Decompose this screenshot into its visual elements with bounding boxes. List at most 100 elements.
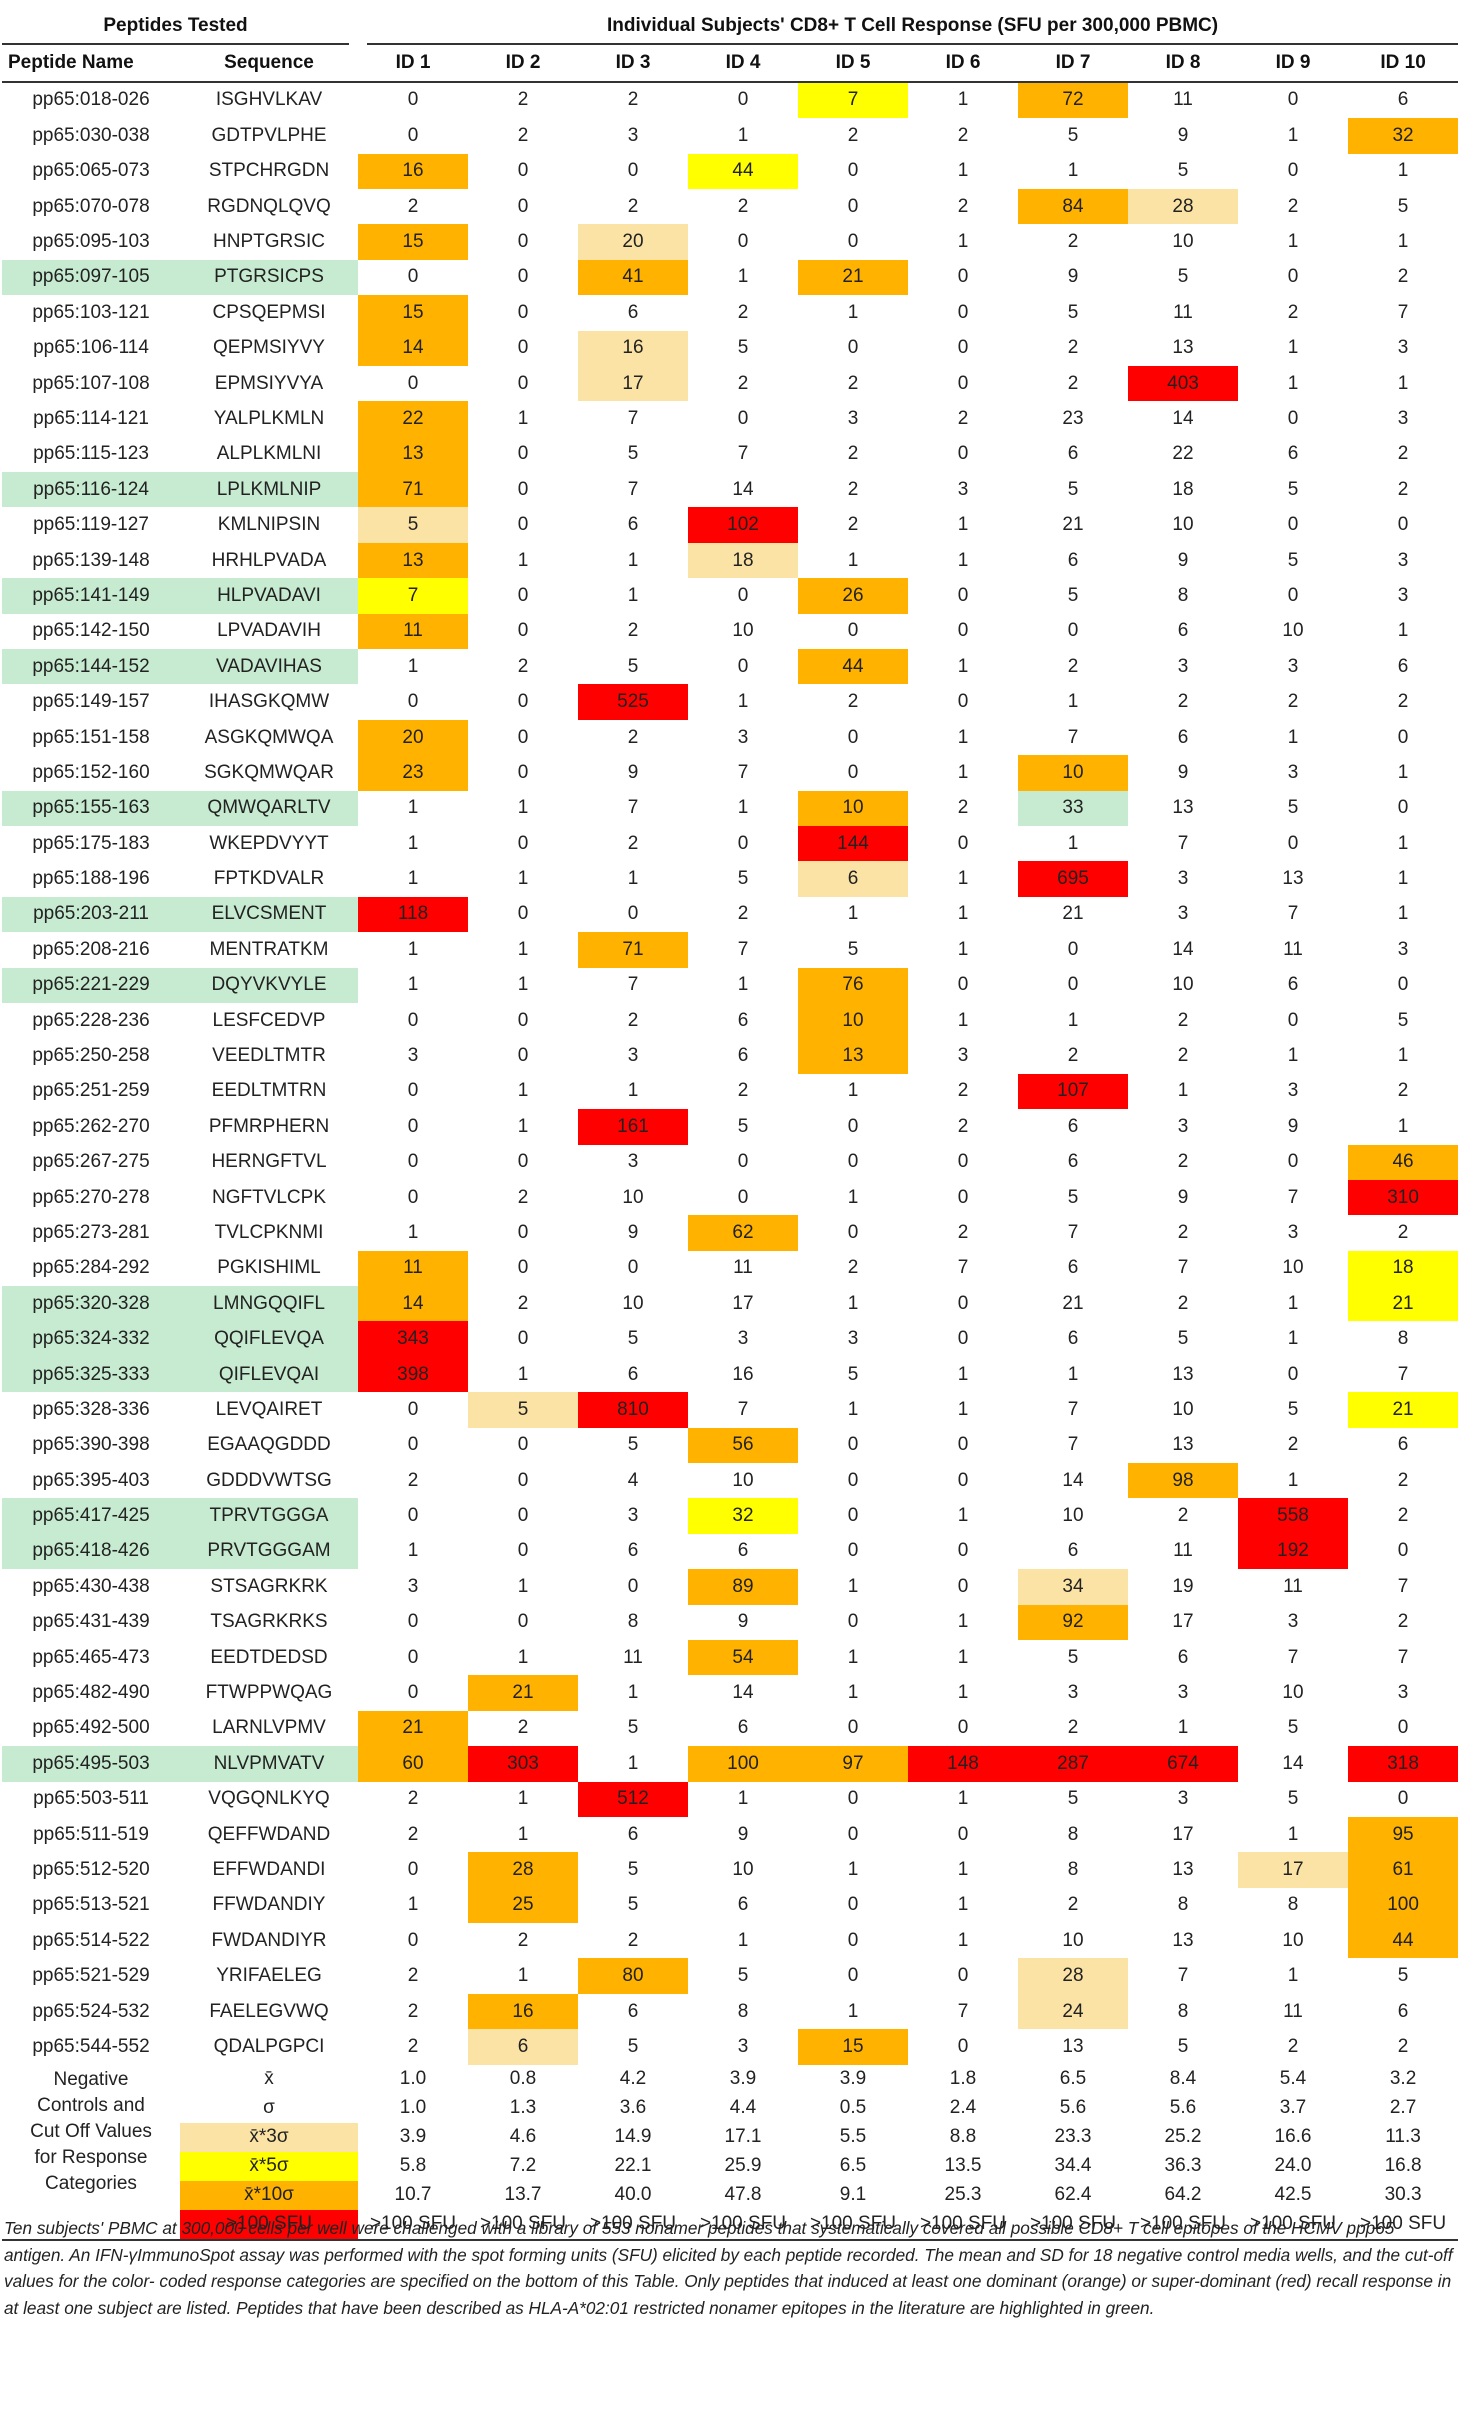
- response-cell: 6: [1177, 726, 1189, 748]
- column-header-peptide-name: Peptide Name: [2, 44, 180, 83]
- response-cell: 7: [627, 478, 639, 500]
- response-cell: 11: [358, 613, 468, 650]
- cutoff-value: 3.9: [839, 2068, 867, 2090]
- response-cell: 1: [1397, 903, 1409, 925]
- table-row: pp65:495-503 NLVPMVATV 60 303 1 100 97 148 287 67…: [2, 1746, 1459, 1782]
- response-cell: 1: [1397, 231, 1409, 253]
- peptide-sequence: RGDNQLQVQ: [207, 195, 331, 217]
- peptide-name: pp65:430-438: [32, 1575, 150, 1597]
- controls-label-line: Negative: [53, 2068, 129, 2090]
- response-cell: 1: [1287, 1292, 1299, 1314]
- table-row: pp65:328-336 LEVQAIRET 0 5 810 7 1 1 7 10 5 21: [2, 1392, 1459, 1428]
- response-cell: 7: [1177, 1965, 1189, 1987]
- response-cell: 7: [1177, 832, 1189, 854]
- response-cell: 0: [517, 832, 529, 854]
- response-cell: 0: [1287, 1151, 1299, 1173]
- response-cell: 0: [847, 761, 859, 783]
- response-cell: 8: [1177, 2000, 1189, 2022]
- response-cell: 2: [1397, 691, 1409, 713]
- response-cell: 5: [627, 655, 639, 677]
- response-cell: 1: [1287, 1965, 1299, 1987]
- cutoff-value: 9.1: [839, 2184, 867, 2206]
- response-cell: 2: [1397, 2035, 1409, 2057]
- cutoff-value: 5.6: [1059, 2097, 1087, 2119]
- response-cell: 11: [1173, 89, 1193, 111]
- response-cell: 13: [1172, 797, 1194, 819]
- response-cell: 1: [957, 1859, 969, 1880]
- response-cell: 22: [358, 401, 468, 437]
- table-row: pp65:544-552 QDALPGPCI 2 6 5 3 15 0 13 5 2 2: [2, 2029, 1458, 2065]
- response-cell: 0: [957, 1434, 969, 1456]
- peptide-name: pp65:203-211: [2, 896, 180, 933]
- response-cell: 1: [1397, 832, 1409, 854]
- response-cell: 1: [517, 1823, 529, 1845]
- response-cell: 1: [407, 1540, 419, 1562]
- response-cell: 6: [627, 1823, 639, 1845]
- cutoff-value: 13.5: [944, 2155, 982, 2177]
- response-cell: 0: [957, 1186, 969, 1208]
- response-cell: 2: [957, 195, 969, 217]
- peptide-sequence: LPVADAVIH: [217, 620, 321, 642]
- group-header-peptides: Peptides Tested: [2, 8, 358, 46]
- cutoff-value: 4.4: [729, 2097, 757, 2119]
- response-cell: 2: [1397, 1080, 1409, 1102]
- peptide-sequence: EGAAQGDDD: [207, 1434, 331, 1456]
- response-cell: 71: [358, 472, 468, 508]
- peptide-name: pp65:139-148: [32, 549, 150, 571]
- response-cell: 5: [1067, 124, 1079, 146]
- response-cell: 8: [1067, 1859, 1079, 1880]
- response-cell: 1: [407, 938, 419, 960]
- table-row: pp65:492-500 LARNLVPMV 21 2 5 6 0 0 2 1 5 0: [2, 1710, 1458, 1747]
- response-cell: 10: [732, 1859, 754, 1880]
- response-cell: 7: [627, 407, 639, 429]
- cutoff-value: 6.5: [839, 2155, 867, 2177]
- peptide-sequence: QMWQARLTV: [180, 790, 358, 826]
- response-cell: 6: [1397, 2000, 1409, 2022]
- response-cell: 107: [1018, 1073, 1128, 1110]
- response-cell: 60: [358, 1746, 468, 1782]
- response-cell: 1: [957, 1363, 969, 1385]
- peptide-sequence: VADAVIHAS: [180, 649, 358, 685]
- response-cell: 84: [1018, 188, 1128, 225]
- response-cell: 0: [517, 1505, 529, 1527]
- response-cell: 6: [737, 1717, 749, 1739]
- response-cell: 2: [1287, 1434, 1299, 1456]
- response-cell: 5: [1067, 1788, 1079, 1810]
- response-cell: 0: [847, 1151, 859, 1173]
- response-cell: 2: [407, 1469, 419, 1491]
- table-row: pp65:320-328 LMNGQQIFL 14 2 10 17 1 0 21 2 1 21: [2, 1286, 1459, 1322]
- response-cell: 6: [1067, 549, 1079, 571]
- response-table: Peptides Tested Individual Subjects' CD8+…: [2, 8, 1459, 2241]
- table-row: pp65:115-123 ALPLKMLNI 13 0 5 7 2 0 6 22 6 2: [2, 436, 1458, 473]
- response-cell: 1: [847, 1682, 859, 1704]
- response-cell: 1: [847, 903, 859, 925]
- cutoff-value: 16.6: [1274, 2126, 1312, 2148]
- response-cell: 6: [1067, 443, 1079, 465]
- response-cell: 0: [517, 1009, 529, 1031]
- response-cell: 0: [407, 1434, 419, 1456]
- response-cell: 1: [407, 868, 419, 890]
- response-cell: 1: [1067, 1009, 1079, 1031]
- response-cell: 1: [1287, 231, 1299, 253]
- response-cell: 5: [1397, 195, 1409, 217]
- response-cell: 20: [578, 224, 688, 260]
- response-cell: 71: [578, 932, 688, 968]
- response-cell: 2: [957, 1080, 969, 1102]
- cutoff-value: 22.1: [614, 2155, 652, 2177]
- response-cell: 3: [1287, 655, 1299, 677]
- response-cell: 5: [1287, 478, 1299, 500]
- response-cell: 8: [1177, 584, 1189, 606]
- peptide-sequence: QIFLEVQAI: [180, 1356, 358, 1393]
- response-cell: 0: [847, 1505, 859, 1527]
- cutoff-value: 5.5: [839, 2126, 867, 2148]
- peptide-name: pp65:151-158: [32, 726, 150, 748]
- cutoff-label: x̄*10σ: [180, 2180, 358, 2210]
- response-cell: 3: [1177, 868, 1189, 890]
- response-cell: 92: [1018, 1604, 1128, 1640]
- response-cell: 0: [957, 691, 969, 713]
- response-cell: 2: [407, 1965, 419, 1987]
- response-cell: 5: [1397, 1009, 1409, 1031]
- table-row: pp65:262-270 PFMRPHERN 0 1 161 5 0 2 6 3 9 1: [2, 1109, 1458, 1145]
- response-cell: 0: [847, 1894, 859, 1916]
- controls-label-empty: [2, 2209, 180, 2241]
